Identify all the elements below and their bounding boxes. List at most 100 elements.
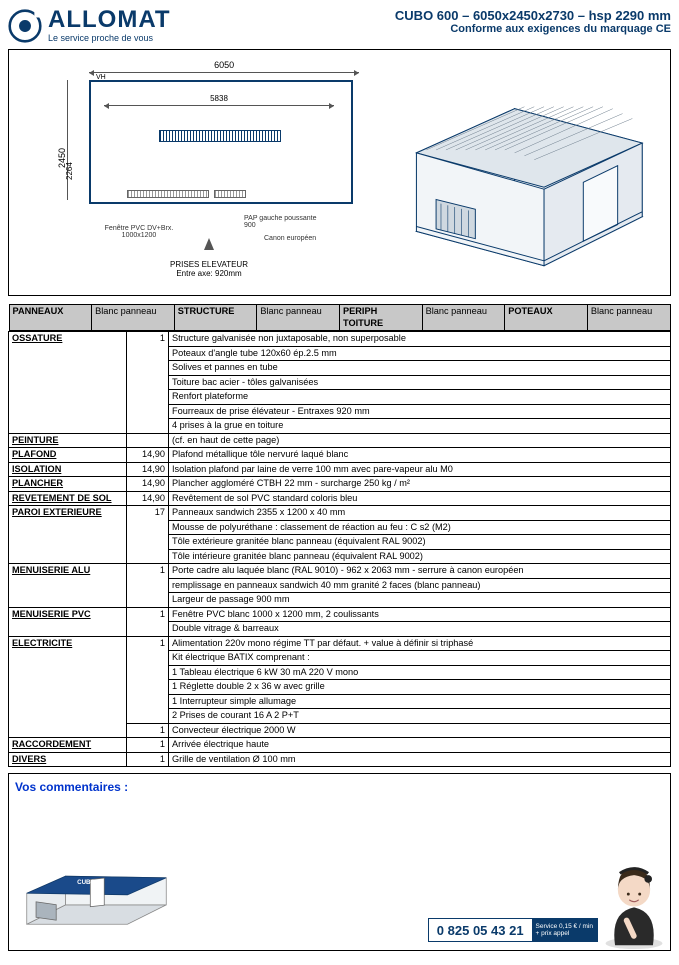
hdr-structure-val: Blanc panneau	[257, 305, 340, 331]
spec-label: PLANCHER	[9, 477, 127, 492]
spec-desc: Fourreaux de prise élévateur - Entraxes …	[169, 404, 671, 419]
spec-desc: Double vitrage & barreaux	[169, 622, 671, 637]
spec-desc: Plafond métallique tôle nervuré laqué bl…	[169, 448, 671, 463]
table-row: PAROI EXTERIEURE17Panneaux sandwich 2355…	[9, 506, 671, 521]
spec-desc: Porte cadre alu laquée blanc (RAL 9010) …	[169, 564, 671, 579]
spec-desc: Isolation plafond par laine de verre 100…	[169, 462, 671, 477]
spec-desc: Fenêtre PVC blanc 1000 x 1200 mm, 2 coul…	[169, 607, 671, 622]
hdr-structure: STRUCTURE	[174, 305, 257, 331]
dim-2264: 2264	[65, 162, 74, 180]
spec-qty: 14,90	[127, 491, 169, 506]
spec-desc: Grille de ventilation Ø 100 mm	[169, 752, 671, 767]
spec-label: MENUISERIE ALU	[9, 564, 127, 608]
title-line1: CUBO 600 – 6050x2450x2730 – hsp 2290 mm	[395, 8, 671, 23]
header-row: PANNEAUX Blanc panneau STRUCTURE Blanc p…	[9, 304, 671, 332]
phone-box: 0 825 05 43 21 Service 0,15 € / min + pr…	[428, 918, 598, 942]
svg-text:CUBO: CUBO	[77, 879, 95, 886]
comments-box: Vos commentaires : CUBO 0 825 05 43 21 S…	[8, 773, 671, 951]
container-iso-icon	[387, 58, 662, 287]
spec-label: PAROI EXTERIEURE	[9, 506, 127, 564]
spec-qty: 14,90	[127, 462, 169, 477]
spec-qty	[127, 433, 169, 448]
spec-qty: 1	[127, 636, 169, 723]
product-photo: CUBO	[19, 862, 174, 940]
hdr-periph: PERIPH TOITURE	[340, 305, 423, 331]
spec-desc: Arrivée électrique haute	[169, 738, 671, 753]
spec-qty: 1	[127, 332, 169, 434]
hdr-poteaux-val: Blanc panneau	[587, 305, 670, 331]
spec-desc: 2 Prises de courant 16 A 2 P+T	[169, 709, 671, 724]
spec-label: PEINTURE	[9, 433, 127, 448]
spec-label: ELECTRICITE	[9, 636, 127, 738]
spec-desc: Revêtement de sol PVC standard coloris b…	[169, 491, 671, 506]
spec-desc: Mousse de polyuréthane : classement de r…	[169, 520, 671, 535]
table-row: REVETEMENT DE SOL14,90Revêtement de sol …	[9, 491, 671, 506]
table-row: DIVERS1Grille de ventilation Ø 100 mm	[9, 752, 671, 767]
table-row: ELECTRICITE1Alimentation 220v mono régim…	[9, 636, 671, 651]
spec-desc: 1 Tableau électrique 6 kW 30 mA 220 V mo…	[169, 665, 671, 680]
spec-desc: (cf. en haut de cette page)	[169, 433, 671, 448]
arrow-up-icon	[204, 238, 214, 250]
prises-label: PRISES ELEVATEUR Entre axe: 920mm	[119, 260, 299, 278]
phone-number: 0 825 05 43 21	[429, 919, 532, 941]
spec-label: PLAFOND	[9, 448, 127, 463]
spec-table: PANNEAUX Blanc panneau STRUCTURE Blanc p…	[8, 304, 671, 767]
spec-desc: Largeur de passage 900 mm	[169, 593, 671, 608]
hdr-panneaux: PANNEAUX	[9, 305, 92, 331]
iso-view	[379, 50, 670, 295]
table-row: PLAFOND14,90Plafond métallique tôle nerv…	[9, 448, 671, 463]
spec-qty: 1	[127, 752, 169, 767]
spec-qty: 14,90	[127, 477, 169, 492]
dim-5838: 5838	[210, 94, 228, 103]
canon-label: Canon européen	[264, 235, 364, 242]
plan-view: 6050 VH 5838 2450 2264 Fenêtre PVC DV+Br…	[9, 50, 379, 295]
hdr-poteaux: POTEAUX	[505, 305, 588, 331]
spec-desc: Plancher aggloméré CTBH 22 mm - surcharg…	[169, 477, 671, 492]
spec-desc: Kit électrique BATIX comprenant :	[169, 651, 671, 666]
table-row: RACCORDEMENT1Arrivée électrique haute	[9, 738, 671, 753]
spec-desc: Panneaux sandwich 2355 x 1200 x 40 mm	[169, 506, 671, 521]
spec-label: REVETEMENT DE SOL	[9, 491, 127, 506]
table-row: MENUISERIE ALU1Porte cadre alu laquée bl…	[9, 564, 671, 579]
spec-label: RACCORDEMENT	[9, 738, 127, 753]
spec-desc: Tôle intérieure granitée blanc panneau (…	[169, 549, 671, 564]
spec-desc: remplissage en panneaux sandwich 40 mm g…	[169, 578, 671, 593]
hdr-periph-val: Blanc panneau	[422, 305, 505, 331]
hdr-panneaux-val: Blanc panneau	[92, 305, 175, 331]
door-hatch	[214, 190, 246, 198]
brand-name: ALLOMAT	[48, 8, 171, 32]
table-row: OSSATURE1Structure galvanisée non juxtap…	[9, 332, 671, 347]
logo-icon	[8, 9, 42, 43]
phone-rate: Service 0,15 € / min + prix appel	[532, 919, 597, 941]
spec-qty: 1	[127, 738, 169, 753]
title-block: CUBO 600 – 6050x2450x2730 – hsp 2290 mm …	[395, 8, 671, 35]
comments-title: Vos commentaires :	[15, 780, 128, 794]
spec-desc: 1 Réglette double 2 x 36 w avec grille	[169, 680, 671, 695]
spec-label: ISOLATION	[9, 462, 127, 477]
spec-qty: 17	[127, 506, 169, 564]
logo-block: ALLOMAT Le service proche de vous	[8, 8, 171, 43]
spec-label: OSSATURE	[9, 332, 127, 434]
spec-desc: Solives et pannes en tube	[169, 361, 671, 376]
spec-desc: Toiture bac acier - tôles galvanisées	[169, 375, 671, 390]
table-row: ISOLATION14,90Isolation plafond par lain…	[9, 462, 671, 477]
spec-qty: 14,90	[127, 448, 169, 463]
table-row: PLANCHER14,90Plancher aggloméré CTBH 22 …	[9, 477, 671, 492]
spec-desc: 4 prises à la grue en toiture	[169, 419, 671, 434]
table-row: MENUISERIE PVC1Fenêtre PVC blanc 1000 x …	[9, 607, 671, 622]
ceiling-light-strip	[159, 130, 281, 142]
spec-qty: 1	[127, 723, 169, 738]
title-line2: Conforme aux exigences du marquage CE	[395, 23, 671, 35]
window-hatch	[127, 190, 209, 198]
table-row: PEINTURE (cf. en haut de cette page)	[9, 433, 671, 448]
spec-desc: Tôle extérieure granitée blanc panneau (…	[169, 535, 671, 550]
spec-label: MENUISERIE PVC	[9, 607, 127, 636]
header: ALLOMAT Le service proche de vous CUBO 6…	[8, 8, 671, 43]
agent-icon	[600, 860, 668, 950]
dim-6050: 6050	[214, 60, 234, 70]
spec-desc: Convecteur électrique 2000 W	[169, 723, 671, 738]
brand-tagline: Le service proche de vous	[48, 34, 171, 43]
spec-desc: Structure galvanisée non juxtaposable, n…	[169, 332, 671, 347]
spec-desc: Alimentation 220v mono régime TT par déf…	[169, 636, 671, 651]
drawings-panel: 6050 VH 5838 2450 2264 Fenêtre PVC DV+Br…	[8, 49, 671, 296]
